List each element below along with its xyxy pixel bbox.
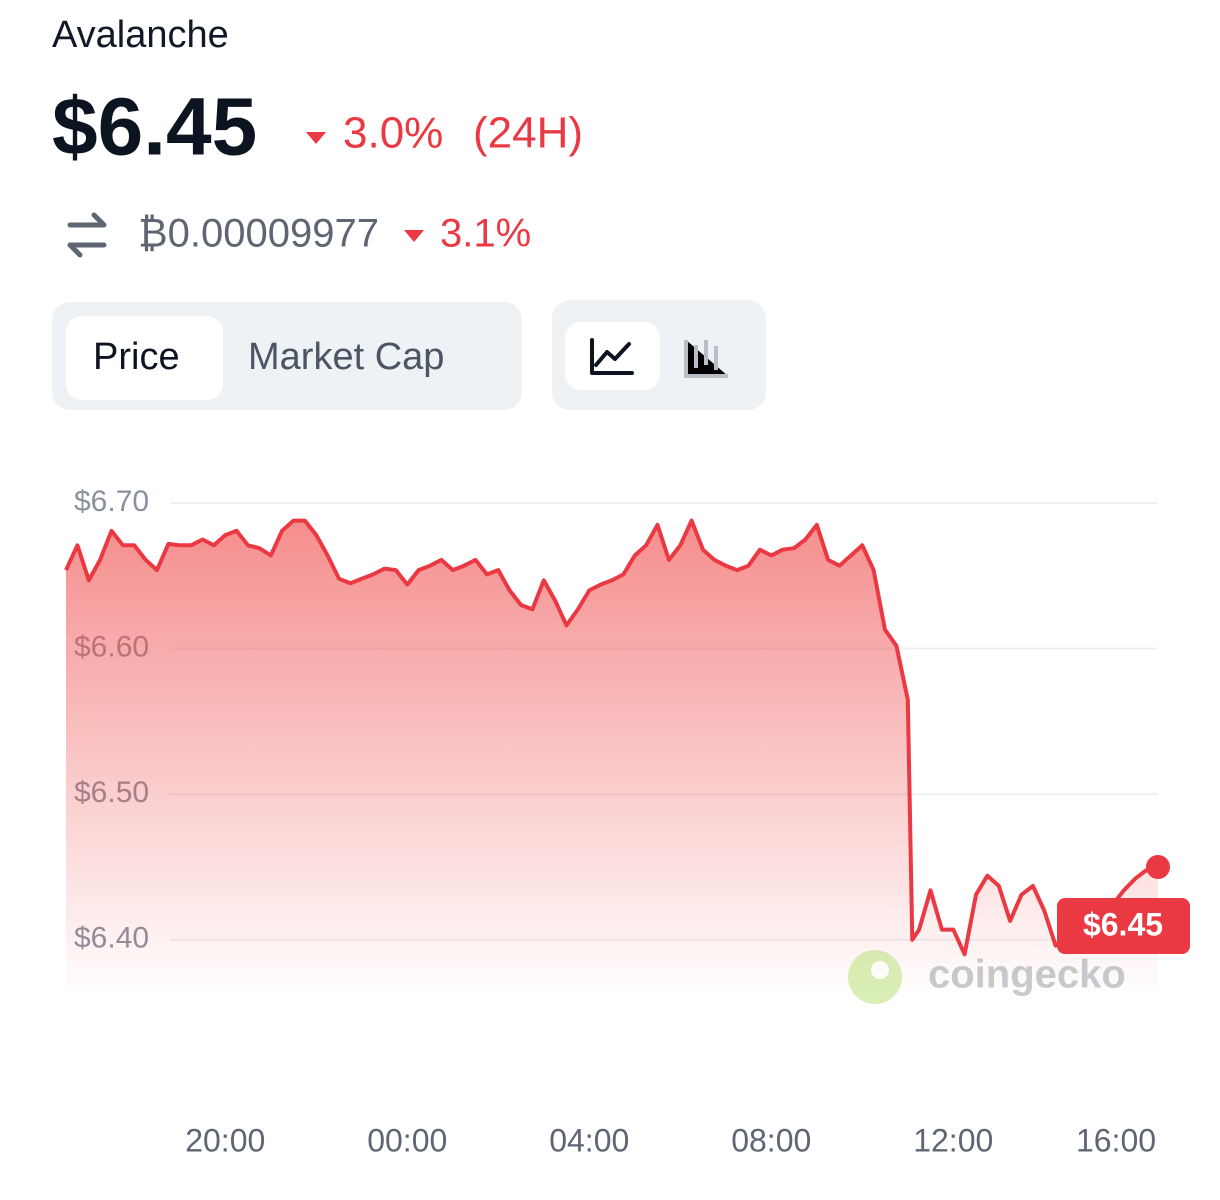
down-arrow: [306, 132, 326, 144]
btc-price: ₿0.00009977: [138, 212, 379, 256]
swap-icon: [67, 212, 107, 258]
x-tick-label: 00:00: [367, 1122, 447, 1158]
line-icon: [590, 338, 634, 375]
x-tick-label: 20:00: [185, 1122, 265, 1158]
x-tick-label: 16:00: [1076, 1122, 1156, 1158]
tab-selected[interactable]: [66, 316, 223, 400]
price-line: [64, 518, 1159, 957]
down-arrow: [404, 230, 424, 242]
change-period: (24H): [473, 109, 583, 158]
price: $6.45: [52, 82, 257, 173]
x-tick-label: 04:00: [549, 1122, 629, 1158]
tab-market-cap[interactable]: Market Cap: [248, 336, 444, 378]
watermark: coingecko: [848, 950, 1126, 1004]
price-badge-label: $6.45: [1083, 906, 1163, 942]
tab-price[interactable]: Price: [93, 336, 180, 378]
chart: $6.40$6.50$6.60$6.7020:0000:0004:0008:00…: [64, 485, 1190, 1158]
change-24h: 3.0%: [343, 109, 443, 158]
asset-name: Avalanche: [52, 14, 229, 56]
btc-change: 3.1%: [440, 212, 531, 256]
x-tick-label: 12:00: [913, 1122, 993, 1158]
x-tick-label: 08:00: [731, 1122, 811, 1158]
y-tick-label: $6.70: [74, 485, 149, 518]
watermark-text: coingecko: [928, 953, 1126, 997]
price-badge: [1057, 898, 1190, 954]
candle-icon[interactable]: [684, 340, 728, 378]
area: [66, 520, 1158, 998]
last-point: [1146, 855, 1170, 879]
